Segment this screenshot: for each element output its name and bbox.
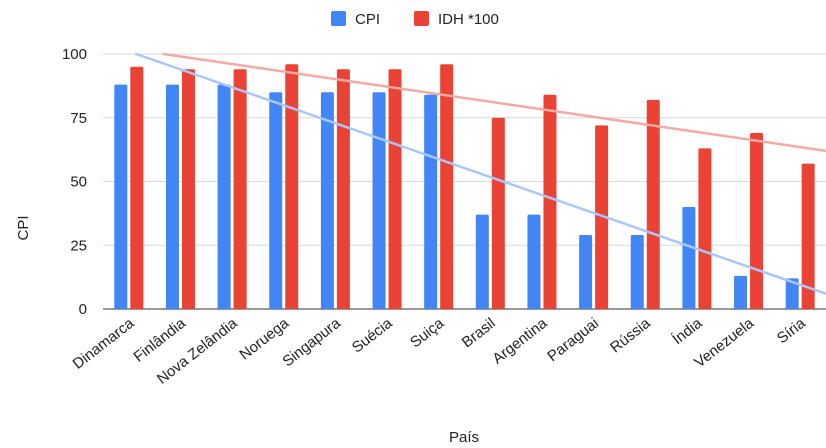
trendline-idh-100 bbox=[162, 52, 826, 153]
bar-cpi-1 bbox=[165, 84, 179, 309]
bar-idh-100-6 bbox=[440, 64, 454, 309]
bar-cpi-11 bbox=[682, 207, 696, 309]
legend-swatch bbox=[414, 11, 429, 26]
legend-label: IDH *100 bbox=[438, 11, 499, 28]
bar-cpi-13 bbox=[785, 278, 799, 309]
x-tick-label: Singapura bbox=[279, 314, 344, 370]
x-axis-title: País bbox=[449, 429, 479, 446]
bar-idh-100-11 bbox=[698, 148, 712, 309]
x-tick-label: Índia bbox=[669, 314, 706, 348]
bar-cpi-5 bbox=[372, 92, 386, 309]
bar-idh-100-2 bbox=[233, 69, 247, 309]
legend-label: CPI bbox=[355, 11, 380, 28]
y-tick-label: 75 bbox=[70, 110, 87, 127]
bar-idh-100-4 bbox=[336, 69, 350, 309]
x-tick-label: Paraguai bbox=[544, 315, 602, 365]
bar-cpi-9 bbox=[579, 235, 593, 309]
y-tick-label: 100 bbox=[62, 46, 87, 63]
x-tick-label: Brasil bbox=[459, 315, 499, 351]
bar-cpi-10 bbox=[630, 235, 644, 309]
trendlines bbox=[134, 52, 826, 295]
bar-idh-100-5 bbox=[388, 69, 402, 309]
bar-idh-100-0 bbox=[130, 66, 144, 309]
bar-idh-100-10 bbox=[646, 99, 660, 310]
y-axis-title: CPI bbox=[15, 215, 32, 240]
legend: CPI IDH *100 bbox=[331, 11, 499, 28]
x-tick-label: Suiça bbox=[407, 314, 448, 351]
legend-swatch bbox=[331, 11, 346, 26]
bar-idh-100-7 bbox=[491, 117, 505, 309]
bar-idh-100-13 bbox=[801, 163, 815, 309]
bar-cpi-2 bbox=[217, 84, 231, 309]
y-tick-label: 0 bbox=[79, 301, 87, 318]
y-tick-label: 25 bbox=[70, 237, 87, 254]
bar-cpi-7 bbox=[475, 214, 489, 309]
bar-idh-100-9 bbox=[595, 125, 609, 310]
bar-cpi-4 bbox=[320, 92, 334, 309]
y-tick-label: 50 bbox=[70, 174, 87, 191]
bar-idh-100-8 bbox=[543, 94, 557, 309]
bar-idh-100-3 bbox=[285, 64, 299, 309]
x-tick-label: Rússia bbox=[607, 314, 654, 356]
bar-cpi-8 bbox=[527, 214, 541, 309]
x-tick-label: Argentina bbox=[489, 314, 551, 367]
bar-cpi-0 bbox=[114, 84, 128, 309]
x-tick-label: Dinamarca bbox=[70, 314, 138, 372]
bar-cpi-12 bbox=[734, 275, 748, 309]
y-axis-ticks: 0 25 50 75 100 bbox=[62, 46, 87, 318]
bar-idh-100-1 bbox=[181, 69, 195, 309]
bar-idh-100-12 bbox=[750, 133, 764, 309]
bars bbox=[114, 64, 815, 310]
bar-cpi-6 bbox=[424, 94, 438, 309]
bar-cpi-3 bbox=[269, 92, 283, 309]
trendline-cpi bbox=[134, 52, 826, 295]
x-tick-label: Síria bbox=[774, 314, 809, 347]
gridlines bbox=[103, 53, 826, 310]
x-tick-label: Suécia bbox=[349, 314, 396, 356]
